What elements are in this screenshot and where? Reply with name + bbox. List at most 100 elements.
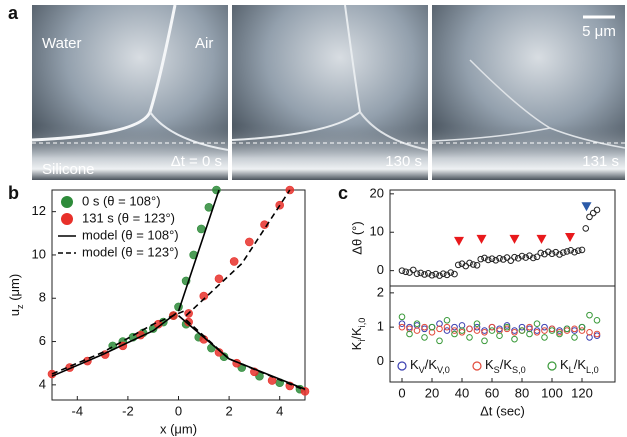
data-point <box>432 270 440 278</box>
data-point <box>477 255 485 263</box>
data-point <box>398 323 406 331</box>
data-point <box>484 256 492 264</box>
data-point <box>507 257 515 264</box>
data-point <box>488 327 496 334</box>
data-point <box>451 270 458 278</box>
micrograph: 130 s <box>231 4 429 180</box>
label-part: V <box>419 365 426 375</box>
data-point <box>413 270 421 278</box>
micrograph: 5 μm 131 s <box>431 5 626 180</box>
data-point <box>526 330 533 338</box>
data-point <box>578 246 586 254</box>
time-label: Δt = 0 s <box>171 153 222 170</box>
data-point <box>563 248 571 255</box>
y-tick-label: 20 <box>370 185 384 200</box>
x-tick-label: 120 <box>571 385 593 400</box>
data-point <box>511 335 518 343</box>
data-point <box>511 253 518 261</box>
data-point <box>436 325 443 333</box>
data-point <box>436 272 443 279</box>
y-tick-label: 0 <box>377 353 384 368</box>
legend-label: model (θ = 108°) <box>82 227 179 242</box>
label-part: u <box>7 309 22 316</box>
data-point <box>518 327 526 334</box>
data-point <box>541 334 548 341</box>
data-point <box>443 327 451 334</box>
data-point <box>578 327 586 334</box>
panel-label: a <box>8 3 19 23</box>
data-point <box>229 257 239 266</box>
data-point <box>398 267 406 274</box>
data-point <box>499 256 507 263</box>
legend-label: 131 s (θ = 123°) <box>82 210 175 225</box>
data-point <box>413 327 421 334</box>
label-part: K <box>410 357 419 372</box>
label-part: K <box>349 341 364 350</box>
legend-label: 0 s (θ = 108°) <box>82 193 161 208</box>
data-point <box>567 246 575 254</box>
data-point <box>436 337 443 345</box>
label-part: (μm) <box>7 274 22 305</box>
event-marker <box>536 234 547 244</box>
y-tick-label: 10 <box>32 246 46 261</box>
label-part: S <box>494 365 500 375</box>
data-point <box>593 206 601 214</box>
data-point <box>417 269 425 277</box>
x-tick-label: 80 <box>515 385 529 400</box>
data-point <box>458 327 466 334</box>
data-point <box>439 270 447 278</box>
label-part: S,0 <box>512 365 526 375</box>
legend-swatch <box>61 196 73 208</box>
event-marker <box>476 234 487 244</box>
data-point <box>481 337 488 345</box>
image-label: Silicone <box>42 161 95 178</box>
data-point <box>533 328 541 336</box>
data-point <box>526 323 533 331</box>
label-part: z <box>15 304 25 309</box>
data-point <box>488 323 496 331</box>
data-point <box>443 323 451 331</box>
plot-frame <box>389 285 616 383</box>
y-axis-label: uz (μm) <box>7 274 25 316</box>
y-tick-label: 2 <box>377 284 384 299</box>
label-part: K <box>560 357 569 372</box>
legend-swatch <box>472 361 482 371</box>
legend-label: KL/KL,0 <box>560 357 599 375</box>
data-point <box>196 224 206 234</box>
model-line <box>51 189 306 392</box>
x-tick-label: 0 <box>398 385 405 400</box>
data-point <box>589 209 597 217</box>
data-point <box>533 320 541 328</box>
data-point <box>447 269 455 276</box>
legend-label: KS/KS,0 <box>485 357 526 375</box>
event-marker <box>454 236 464 246</box>
data-point <box>424 270 432 277</box>
data-point <box>451 327 458 334</box>
data-point <box>466 325 473 333</box>
panel-label: c <box>338 183 348 203</box>
data-point <box>421 323 428 331</box>
data-point <box>503 323 511 331</box>
data-point <box>398 320 406 328</box>
data-point <box>582 225 590 232</box>
time-label: 130 s <box>385 153 422 170</box>
data-point <box>518 323 526 331</box>
y-tick-label: 8 <box>39 290 46 305</box>
data-point <box>443 316 451 324</box>
data-point <box>488 255 496 263</box>
label-part: /K <box>574 357 587 372</box>
data-point <box>473 320 481 328</box>
x-tick-label: 20 <box>425 385 439 400</box>
legend-label: model (θ = 123°) <box>82 244 179 259</box>
x-axis-label: Δt (sec) <box>480 403 525 418</box>
label-part: L,0 <box>586 365 599 375</box>
data-point <box>578 323 586 331</box>
label-part: L <box>569 365 574 375</box>
data-point <box>428 271 436 279</box>
data-point <box>548 327 556 334</box>
image-label: Air <box>195 35 213 52</box>
legend-swatch <box>61 213 73 225</box>
data-point <box>466 334 473 341</box>
data-point <box>473 323 481 331</box>
y-axis-label: Δθ (°) <box>349 221 364 254</box>
